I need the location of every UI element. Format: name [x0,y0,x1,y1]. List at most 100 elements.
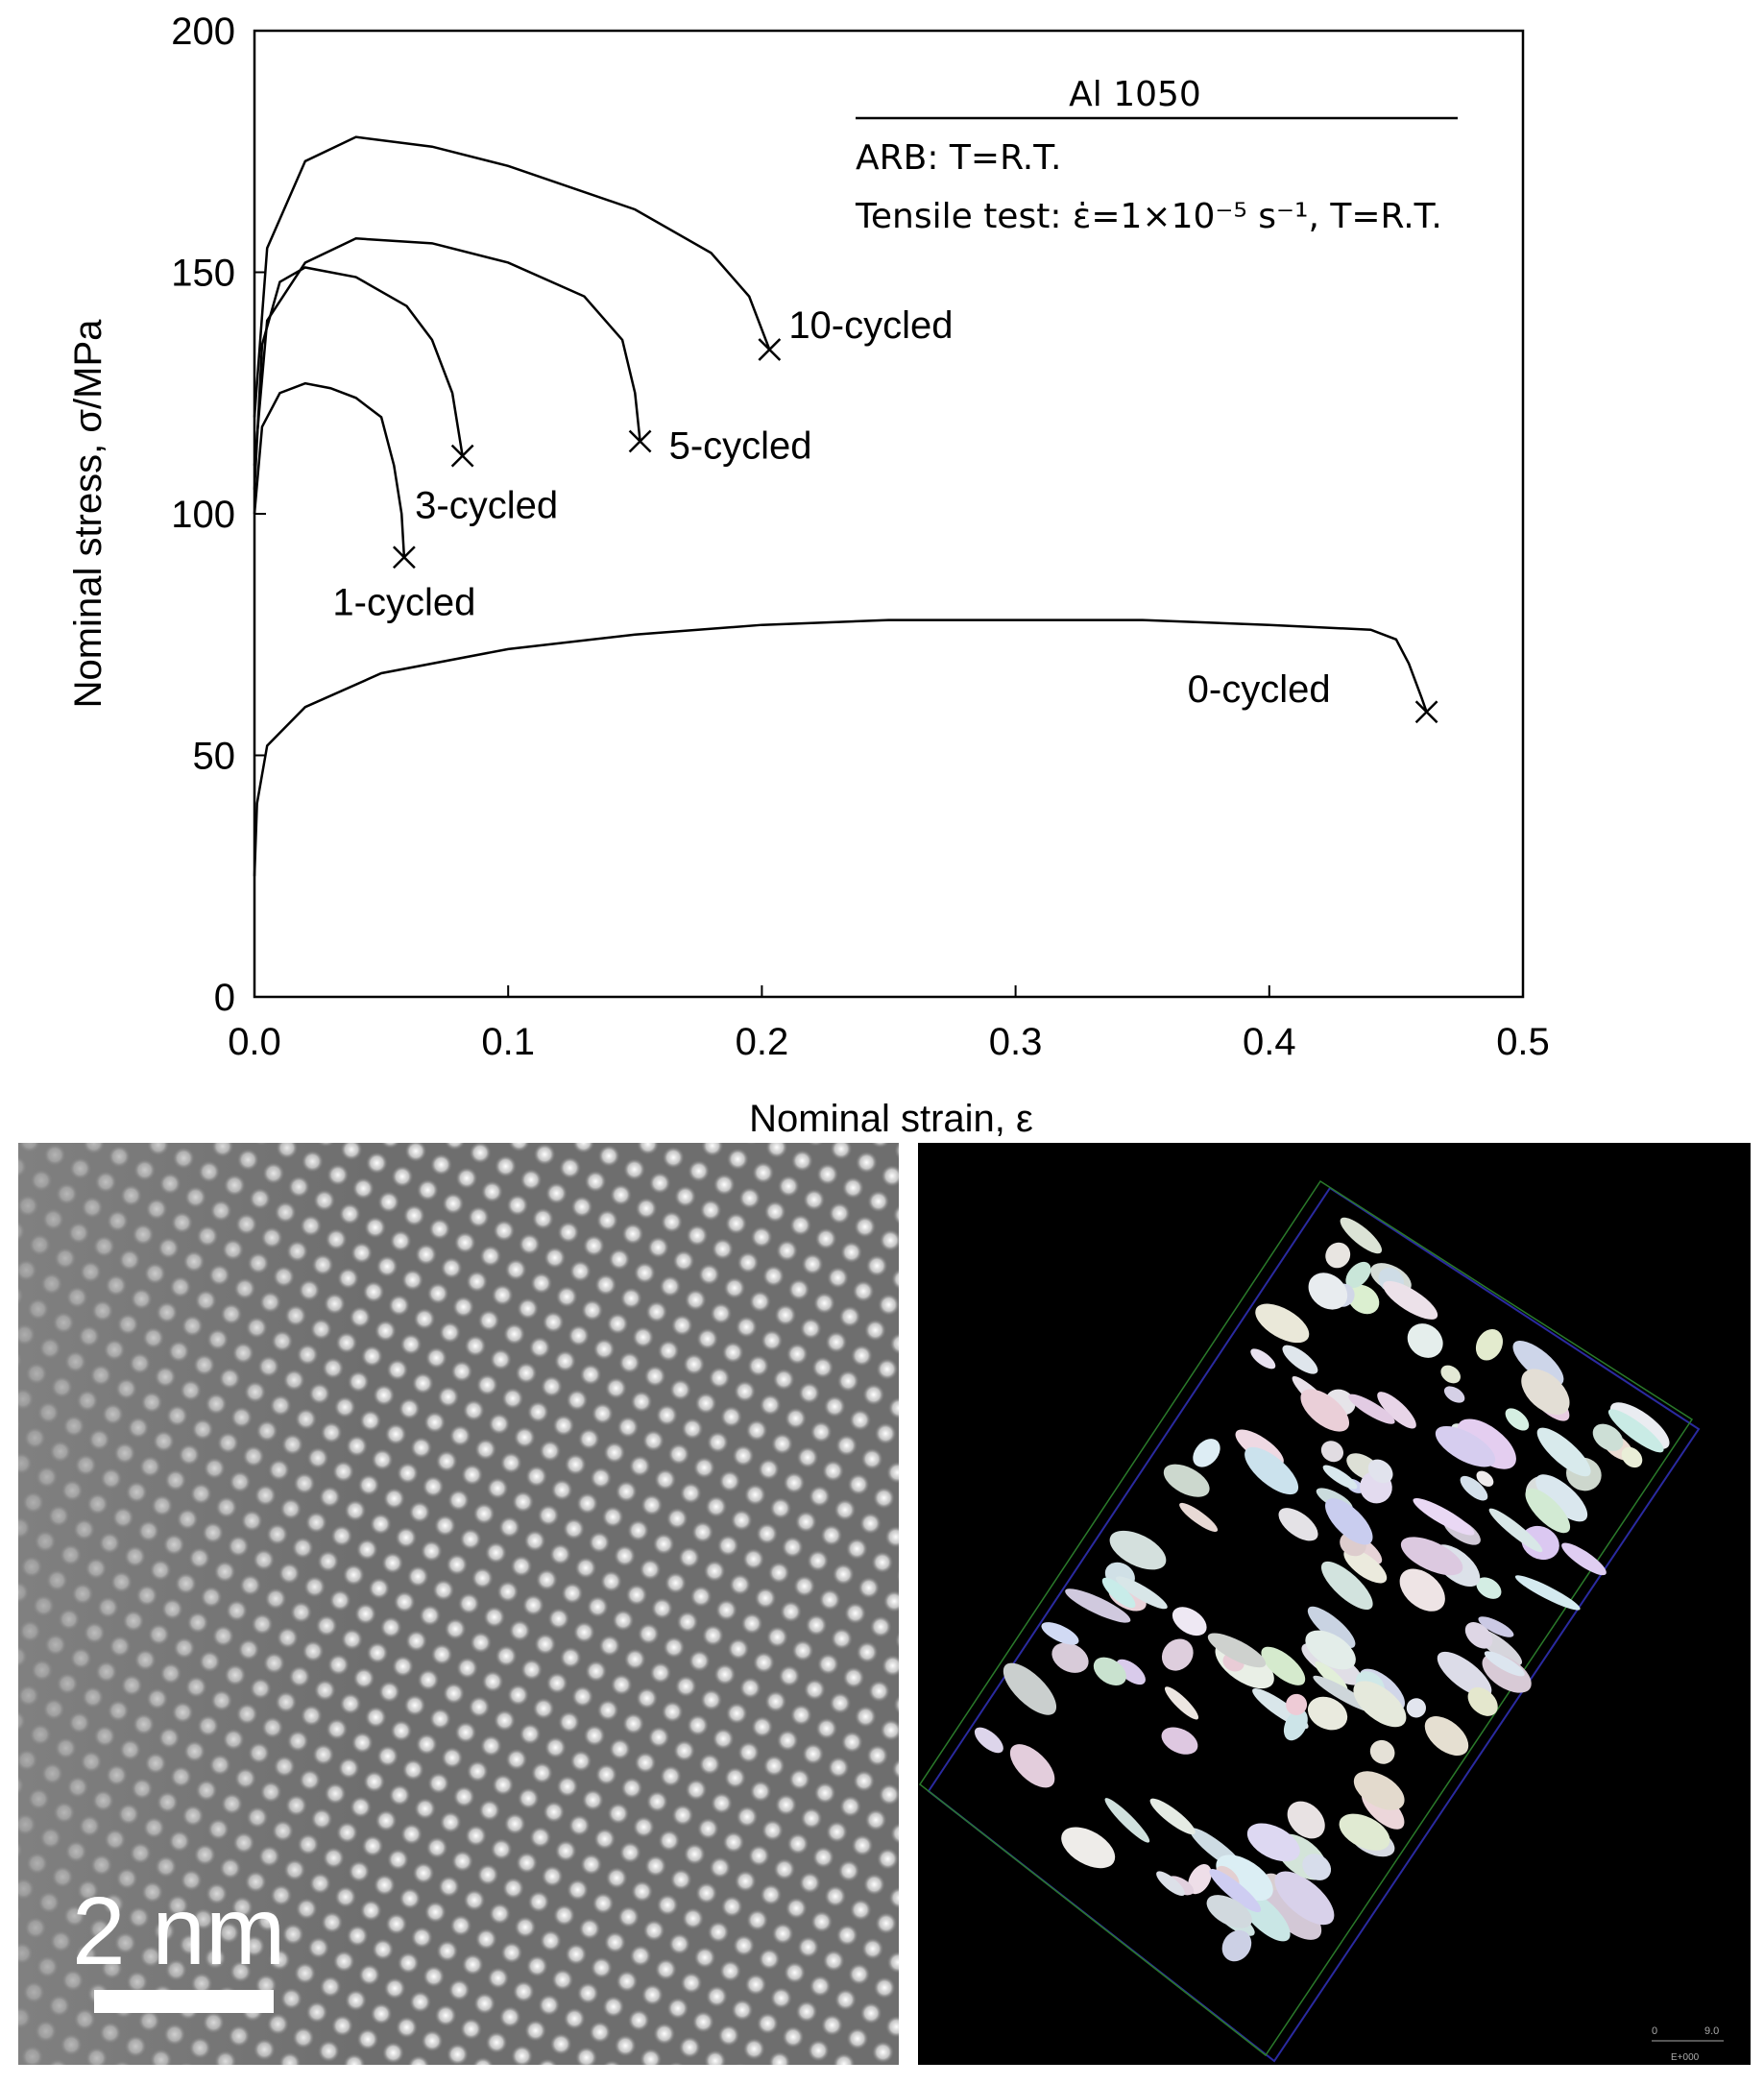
precipitate [1488,1508,1543,1553]
series-line [253,266,464,490]
precipitate [1255,1303,1310,1344]
scale-tick: 9.0 [1704,2025,1719,2037]
precipitate [1525,1488,1571,1534]
precipitate [1325,1498,1373,1545]
series-line [253,381,406,558]
precipitate [1161,1727,1198,1755]
precipitate [974,1727,1003,1754]
precipitate [1278,1508,1318,1541]
precipitate [1369,1739,1395,1764]
precipitate [1400,1537,1463,1576]
precipitate [1051,1642,1089,1673]
x-tick-label: 0.1 [481,1021,535,1063]
apt-image: 0 9.0 E+000 [918,1143,1751,2065]
precipitate [1406,1698,1426,1718]
precipitate [1305,1630,1356,1670]
precipitate [1266,1890,1322,1940]
precipitate [1246,1823,1300,1862]
precipitate [1505,1408,1530,1431]
precipitate [1244,1446,1299,1495]
precipitate [1282,1345,1318,1374]
precipitate [1193,1439,1220,1467]
precipitate [1172,1607,1207,1636]
precipitate [1065,1588,1131,1623]
series-line [253,135,771,418]
precipitate [1283,1709,1308,1741]
precipitate [1347,1284,1380,1315]
lattice-shade [18,1143,899,2065]
scale-bar-label: 2 nm [72,1878,285,1985]
annotation: Tensile test: ε̇=1×10⁻⁵ s⁻¹, T=R.T. [855,197,1442,236]
precipitate [1340,1217,1383,1254]
series-line [253,618,1428,877]
precipitate [1307,1696,1348,1731]
x-tick-label: 0.4 [1243,1021,1296,1063]
precipitate [1514,1575,1581,1611]
precipitate [1287,1801,1325,1839]
series-label: 1-cycled [332,581,475,623]
precipitate [1221,1929,1252,1962]
precipitate [1164,1686,1199,1720]
precipitate [1435,1425,1496,1467]
precipitate [1621,1446,1643,1468]
precipitate [1460,1475,1488,1501]
precipitate [1156,1871,1185,1897]
y-axis-label: Nominal stress, σ/MPa [67,319,109,709]
precipitate [1467,1686,1498,1716]
precipitate [1339,1813,1390,1851]
precipitate [1322,1465,1358,1490]
precipitate [1109,1530,1167,1570]
precipitate [1308,1273,1348,1310]
hrtem-image: 2 nm [18,1143,899,2065]
y-tick-label: 50 [193,736,236,778]
precipitate [1116,1576,1168,1610]
fracture-mark [392,545,416,570]
precipitate [1320,1441,1344,1463]
x-tick-label: 0.0 [228,1021,281,1063]
x-tick-label: 0.2 [736,1021,789,1063]
bounding-box [927,1186,1701,2063]
precipitate [1300,1389,1350,1432]
precipitate [1206,1895,1252,1928]
series-label: 0-cycled [1188,668,1331,711]
precipitate [1475,1328,1504,1361]
precipitate [1163,1464,1210,1497]
series-label: 5-cycled [669,425,812,468]
precipitate [1476,1470,1494,1487]
fracture-mark [628,429,652,453]
y-tick-label: 150 [171,253,235,295]
precipitate [1104,1798,1150,1843]
precipitate [1592,1423,1624,1451]
precipitate [1261,1646,1306,1685]
precipitate [1353,1681,1407,1728]
y-tick-label: 100 [171,494,235,536]
scale-bar [94,1990,274,2013]
precipitate [1440,1365,1461,1384]
precipitate [1216,1855,1273,1902]
precipitate [1101,1577,1136,1609]
precipitate [1207,1633,1267,1668]
precipitate [1521,1369,1570,1416]
precipitate [1443,1386,1465,1403]
bounding-box [918,1179,1694,2057]
precipitate [1561,1542,1607,1576]
precipitate [1343,1548,1388,1584]
precipitate [1512,1341,1564,1386]
precipitate [1149,1798,1196,1835]
precipitate [1003,1662,1057,1715]
precipitate [1161,1638,1194,1671]
precipitate [1464,1622,1493,1649]
precipitate [1424,1716,1469,1757]
series-label: 10-cycled [788,304,953,347]
scale-tick: 0 [1652,2025,1657,2037]
precipitate [1116,1659,1146,1685]
precipitate [1476,1577,1502,1599]
precipitate [1286,1693,1308,1715]
footer: E+000 [1671,2052,1700,2063]
precipitate [1093,1657,1126,1685]
precipitate [1061,1827,1116,1869]
y-tick-label: 200 [171,11,235,53]
fracture-mark [450,444,474,468]
precipitate [1383,1280,1438,1320]
